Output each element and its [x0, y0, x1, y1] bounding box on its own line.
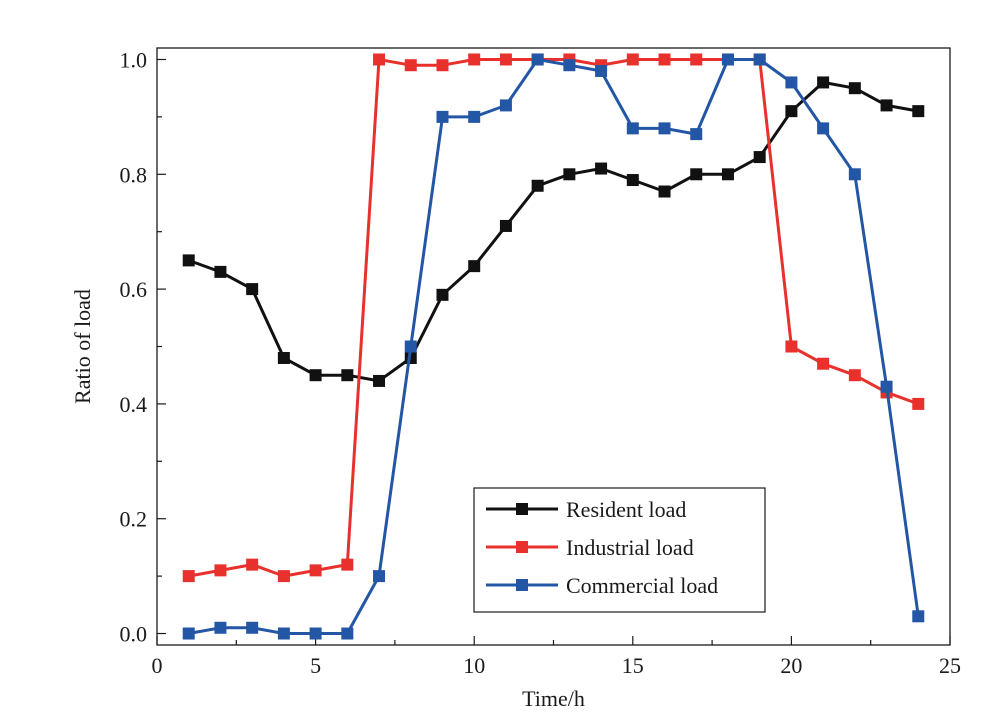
- data-point: [404, 59, 417, 72]
- data-point: [436, 59, 449, 72]
- legend-label: Commercial load: [566, 573, 718, 598]
- legend: Resident load Industrial load Commercial l…: [473, 487, 766, 613]
- data-point: [753, 151, 766, 164]
- data-point: [817, 122, 830, 135]
- legend-marker: [516, 579, 528, 591]
- data-point: [563, 59, 576, 72]
- legend-item: Industrial load: [486, 535, 694, 560]
- y-axis-title: Ratio of load: [70, 289, 95, 404]
- legend-marker: [516, 503, 528, 515]
- x-tick-label: 10: [463, 653, 485, 678]
- data-point: [817, 76, 830, 89]
- data-point: [277, 570, 290, 583]
- data-point: [214, 265, 227, 278]
- data-point: [499, 53, 512, 66]
- data-point: [309, 564, 322, 577]
- data-point: [373, 53, 386, 66]
- series-3: [182, 53, 925, 640]
- x-tick-label: 20: [780, 653, 802, 678]
- data-point: [341, 627, 354, 640]
- data-point: [499, 99, 512, 112]
- data-point: [246, 621, 259, 634]
- data-point: [817, 357, 830, 370]
- data-point: [848, 168, 861, 181]
- data-point: [785, 76, 798, 89]
- x-tick-label: 0: [152, 653, 163, 678]
- series-layer: [182, 53, 925, 640]
- data-point: [436, 288, 449, 301]
- data-point: [531, 53, 544, 66]
- data-point: [373, 374, 386, 387]
- data-point: [277, 351, 290, 364]
- data-point: [912, 105, 925, 118]
- data-point: [246, 283, 259, 296]
- data-point: [880, 99, 893, 112]
- data-point: [182, 254, 195, 267]
- data-point: [373, 570, 386, 583]
- x-axis-title: Time/h: [522, 686, 585, 711]
- data-point: [341, 558, 354, 571]
- x-tick-label: 15: [622, 653, 644, 678]
- data-point: [848, 82, 861, 95]
- legend-label: Industrial load: [566, 535, 694, 560]
- y-tick-label: 0.4: [120, 392, 148, 417]
- y-tick-label: 0.6: [120, 277, 148, 302]
- data-point: [848, 369, 861, 382]
- data-point: [468, 53, 481, 66]
- y-tick-label: 0.2: [120, 507, 148, 532]
- series-1: [182, 76, 925, 387]
- series-line: [188, 80, 919, 383]
- data-point: [753, 53, 766, 66]
- y-tick-label: 1.0: [120, 47, 148, 72]
- data-point: [658, 185, 671, 198]
- data-point: [468, 260, 481, 273]
- data-point: [690, 168, 703, 181]
- data-point: [912, 397, 925, 410]
- data-point: [436, 110, 449, 123]
- data-point: [182, 627, 195, 640]
- legend-marker: [516, 541, 528, 553]
- data-point: [626, 122, 639, 135]
- data-point: [404, 340, 417, 353]
- data-point: [880, 380, 893, 393]
- legend-item: Commercial load: [486, 573, 718, 598]
- data-point: [785, 340, 798, 353]
- y-tick-label: 0.8: [120, 162, 148, 187]
- x-tick-label: 5: [310, 653, 321, 678]
- axes: 0 5 10 15 20 25 0.0 0.2 0.4 0.6 0.8 1.0: [120, 47, 961, 678]
- data-point: [499, 219, 512, 232]
- data-point: [214, 564, 227, 577]
- data-point: [721, 168, 734, 181]
- legend-item: Resident load: [486, 497, 686, 522]
- data-point: [912, 610, 925, 623]
- data-point: [626, 53, 639, 66]
- data-point: [309, 369, 322, 382]
- x-tick-label: 25: [939, 653, 961, 678]
- data-point: [468, 110, 481, 123]
- data-point: [214, 621, 227, 634]
- data-point: [690, 128, 703, 141]
- y-tick-label: 0.0: [120, 622, 148, 647]
- data-point: [277, 627, 290, 640]
- legend-label: Resident load: [566, 497, 686, 522]
- data-point: [341, 369, 354, 382]
- data-point: [658, 122, 671, 135]
- data-point: [531, 179, 544, 192]
- data-point: [246, 558, 259, 571]
- data-point: [690, 53, 703, 66]
- data-point: [626, 174, 639, 187]
- data-point: [595, 162, 608, 175]
- data-point: [658, 53, 671, 66]
- data-point: [595, 64, 608, 77]
- data-point: [182, 570, 195, 583]
- data-point: [309, 627, 322, 640]
- data-point: [785, 105, 798, 118]
- data-point: [721, 53, 734, 66]
- data-point: [563, 168, 576, 181]
